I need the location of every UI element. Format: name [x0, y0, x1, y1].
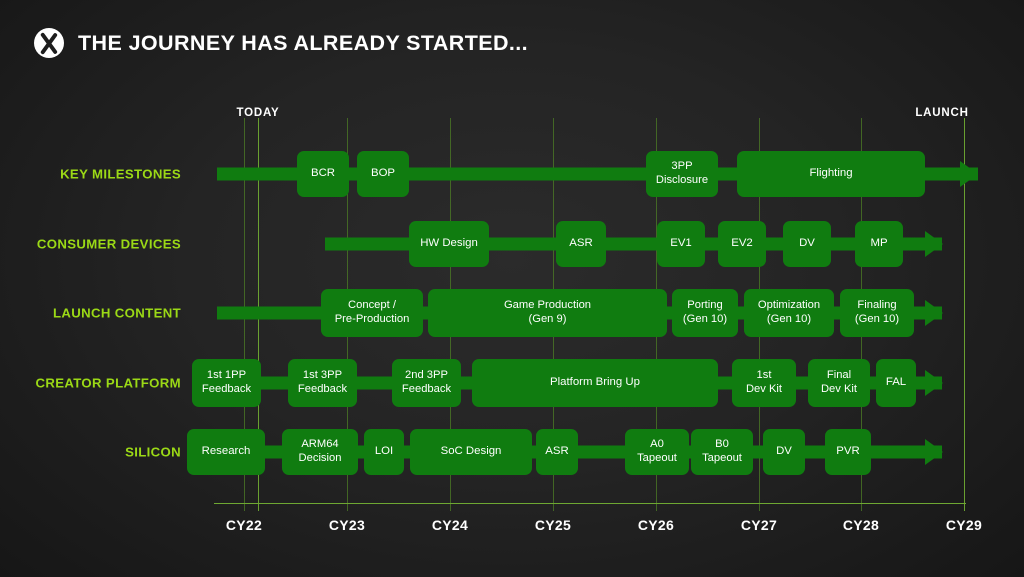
row-arrow-consumer-devices	[925, 231, 943, 257]
milestone-box[interactable]: 1st Dev Kit	[732, 359, 796, 407]
row-arrow-silicon	[925, 439, 943, 465]
marker-label-launch: LAUNCH	[915, 107, 969, 119]
milestone-box[interactable]: 2nd 3PP Feedback	[392, 359, 461, 407]
milestone-box[interactable]: SoC Design	[410, 429, 532, 475]
milestone-box[interactable]: Platform Bring Up	[472, 359, 718, 407]
milestone-box[interactable]: 1st 3PP Feedback	[288, 359, 357, 407]
row-arrow-key-milestones	[960, 161, 978, 187]
page-title: THE JOURNEY HAS ALREADY STARTED...	[78, 30, 529, 55]
gridline-cy29	[964, 118, 965, 511]
milestone-box[interactable]: B0 Tapeout	[691, 429, 753, 475]
tick-label-cy23: CY23	[328, 517, 366, 533]
milestone-box[interactable]: Research	[187, 429, 265, 475]
milestone-box[interactable]: 3PP Disclosure	[646, 151, 718, 197]
marker-label-today: TODAY	[236, 107, 280, 119]
milestone-box[interactable]: Finaling (Gen 10)	[840, 289, 914, 337]
milestone-box[interactable]: EV1	[657, 221, 705, 267]
row-arrow-launch-content	[925, 300, 943, 326]
milestone-box[interactable]: EV2	[718, 221, 766, 267]
tick-label-cy24: CY24	[431, 517, 469, 533]
milestone-box[interactable]: DV	[783, 221, 831, 267]
milestone-box[interactable]: ASR	[536, 429, 578, 475]
tick-label-cy25: CY25	[534, 517, 572, 533]
milestone-box[interactable]: LOI	[364, 429, 404, 475]
milestone-box[interactable]: ARM64 Decision	[282, 429, 358, 475]
xbox-logo-icon	[34, 28, 64, 58]
axis-baseline	[214, 503, 966, 504]
milestone-box[interactable]: MP	[855, 221, 903, 267]
row-label-silicon: SILICON	[125, 444, 181, 460]
milestone-box[interactable]: A0 Tapeout	[625, 429, 689, 475]
milestone-box[interactable]: HW Design	[409, 221, 489, 267]
page-header: THE JOURNEY HAS ALREADY STARTED...	[34, 28, 528, 58]
milestone-box[interactable]: Optimization (Gen 10)	[744, 289, 834, 337]
milestone-box[interactable]: Concept / Pre-Production	[321, 289, 423, 337]
row-arrow-creator-platform	[925, 370, 943, 396]
tick-label-cy26: CY26	[637, 517, 675, 533]
row-label-creator-platform: CREATOR PLATFORM	[35, 375, 181, 391]
tick-label-cy28: CY28	[842, 517, 880, 533]
milestone-box[interactable]: FAL	[876, 359, 916, 407]
milestone-box[interactable]: 1st 1PP Feedback	[192, 359, 261, 407]
row-label-key-milestones: KEY MILESTONES	[60, 166, 181, 182]
tick-label-cy27: CY27	[740, 517, 778, 533]
row-label-launch-content: LAUNCH CONTENT	[53, 305, 181, 321]
milestone-box[interactable]: PVR	[825, 429, 871, 475]
milestone-box[interactable]: Game Production (Gen 9)	[428, 289, 667, 337]
milestone-box[interactable]: BOP	[357, 151, 409, 197]
row-label-consumer-devices: CONSUMER DEVICES	[36, 236, 181, 252]
milestone-box[interactable]: Porting (Gen 10)	[672, 289, 738, 337]
milestone-box[interactable]: DV	[763, 429, 805, 475]
tick-label-cy29: CY29	[945, 517, 983, 533]
milestone-box[interactable]: Final Dev Kit	[808, 359, 870, 407]
milestone-box[interactable]: Flighting	[737, 151, 925, 197]
tick-label-cy22: CY22	[225, 517, 263, 533]
milestone-box[interactable]: ASR	[556, 221, 606, 267]
milestone-box[interactable]: BCR	[297, 151, 349, 197]
